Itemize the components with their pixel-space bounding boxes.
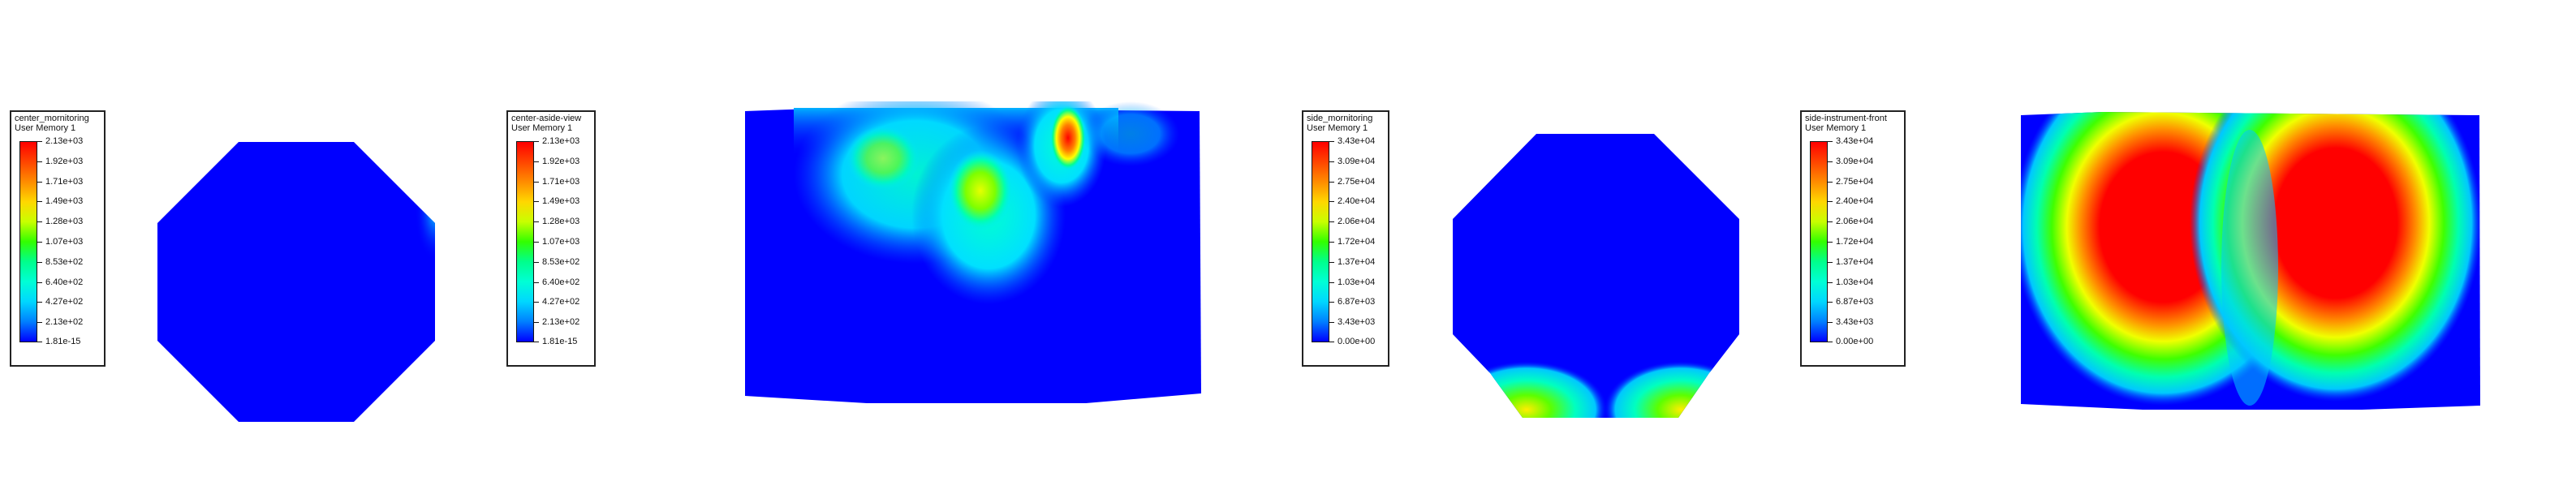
legend-label: 2.75e+04 (1836, 177, 1874, 187)
legend-label: 1.49e+03 (45, 196, 84, 206)
legend-label: 2.40e+04 (1338, 196, 1376, 206)
legend-label: 1.92e+03 (45, 157, 84, 166)
legend-label: 2.40e+04 (1836, 196, 1874, 206)
legend-label: 1.28e+03 (45, 217, 84, 226)
colorbar-legend-center-aside-view: center-aside-view User Memory 1 2.13e+03… (506, 110, 596, 367)
legend-label: 6.40e+02 (45, 277, 84, 287)
contour-center-aside-view (745, 101, 1201, 403)
legend-label: 1.03e+04 (1836, 277, 1874, 287)
legend-label: 2.06e+04 (1338, 217, 1376, 226)
legend-label: 3.43e+04 (1836, 136, 1874, 146)
legend-title: center-aside-view (511, 114, 582, 123)
legend-label: 3.43e+03 (1338, 317, 1376, 327)
colorbar (19, 141, 37, 342)
colorbar-legend-side-instrument-front: side-instrument-front User Memory 1 3.43… (1800, 110, 1906, 367)
legend-label: 1.37e+04 (1338, 257, 1376, 267)
legend-label: 4.27e+02 (542, 297, 580, 307)
legend-label: 1.81e-15 (45, 337, 81, 346)
colorbar-legend-side-mornitoring: side_mornitoring User Memory 1 3.43e+04 … (1302, 110, 1389, 367)
legend-label: 1.28e+03 (542, 217, 580, 226)
legend-label: 1.72e+04 (1338, 237, 1376, 247)
legend-subtitle: User Memory 1 (1307, 123, 1368, 133)
legend-label: 6.87e+03 (1836, 297, 1874, 307)
legend-label: 2.06e+04 (1836, 217, 1874, 226)
legend-label: 3.09e+04 (1338, 157, 1376, 166)
legend-label: 1.71e+03 (542, 177, 580, 187)
legend-title: side-instrument-front (1805, 114, 1887, 123)
legend-label: 0.00e+00 (1338, 337, 1376, 346)
legend-label: 2.13e+03 (45, 136, 84, 146)
legend-label: 1.72e+04 (1836, 237, 1874, 247)
legend-label: 1.92e+03 (542, 157, 580, 166)
legend-label: 8.53e+02 (45, 257, 84, 267)
legend-label: 2.13e+02 (542, 317, 580, 327)
legend-label: 3.43e+03 (1836, 317, 1874, 327)
legend-title: side_mornitoring (1307, 114, 1373, 123)
legend-label: 0.00e+00 (1836, 337, 1874, 346)
legend-label: 6.87e+03 (1338, 297, 1376, 307)
colorbar (1312, 141, 1329, 342)
colorbar (1810, 141, 1828, 342)
legend-label: 3.43e+04 (1338, 136, 1376, 146)
contour-side-instrument-front (2021, 112, 2480, 410)
contour-center-octagon (157, 142, 435, 422)
legend-title: center_mornitoring (15, 114, 89, 123)
legend-label: 1.81e-15 (542, 337, 578, 346)
legend-label: 1.71e+03 (45, 177, 84, 187)
legend-label: 3.09e+04 (1836, 157, 1874, 166)
colorbar-legend-center-mornitoring: center_mornitoring User Memory 1 2.13e+0… (10, 110, 106, 367)
legend-label: 2.75e+04 (1338, 177, 1376, 187)
legend-label: 1.49e+03 (542, 196, 580, 206)
legend-label: 2.13e+02 (45, 317, 84, 327)
legend-label: 4.27e+02 (45, 297, 84, 307)
legend-label: 2.13e+03 (542, 136, 580, 146)
colorbar (516, 141, 534, 342)
legend-label: 1.03e+04 (1338, 277, 1376, 287)
legend-subtitle: User Memory 1 (1805, 123, 1867, 133)
legend-label: 1.07e+03 (45, 237, 84, 247)
contour-side-octagon (1450, 134, 1750, 420)
legend-subtitle: User Memory 1 (511, 123, 573, 133)
legend-label: 1.37e+04 (1836, 257, 1874, 267)
legend-label: 1.07e+03 (542, 237, 580, 247)
legend-label: 8.53e+02 (542, 257, 580, 267)
legend-subtitle: User Memory 1 (15, 123, 76, 133)
legend-label: 6.40e+02 (542, 277, 580, 287)
